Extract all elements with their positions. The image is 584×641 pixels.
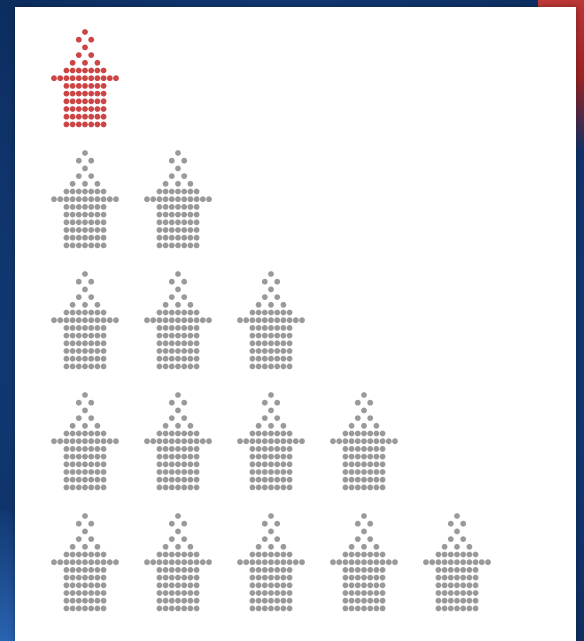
church-icon (237, 271, 305, 370)
church-icon (51, 513, 119, 612)
church-pictogram (51, 29, 491, 612)
church-icon (237, 392, 305, 491)
church-icon (144, 513, 212, 612)
church-icon-highlighted (51, 29, 119, 128)
church-icon (330, 392, 398, 491)
church-icon (51, 271, 119, 370)
church-icon (51, 392, 119, 491)
church-icon (51, 150, 119, 249)
church-icon (144, 150, 212, 249)
pictogram-panel (15, 7, 576, 641)
church-icon (144, 392, 212, 491)
church-icon (237, 513, 305, 612)
church-icon (423, 513, 491, 612)
church-icon (330, 513, 398, 612)
church-icon (144, 271, 212, 370)
